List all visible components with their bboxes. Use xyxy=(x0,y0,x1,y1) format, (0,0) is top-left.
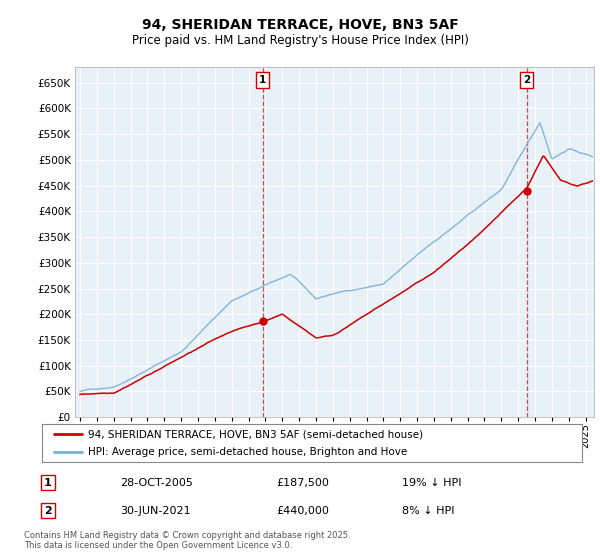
Text: £440,000: £440,000 xyxy=(276,506,329,516)
Text: 28-OCT-2005: 28-OCT-2005 xyxy=(120,478,193,488)
Text: Contains HM Land Registry data © Crown copyright and database right 2025.
This d: Contains HM Land Registry data © Crown c… xyxy=(24,530,350,550)
Text: 8% ↓ HPI: 8% ↓ HPI xyxy=(402,506,455,516)
Text: 2: 2 xyxy=(523,75,530,85)
Text: 1: 1 xyxy=(44,478,52,488)
Text: 2: 2 xyxy=(44,506,52,516)
Text: 19% ↓ HPI: 19% ↓ HPI xyxy=(402,478,461,488)
Text: £187,500: £187,500 xyxy=(276,478,329,488)
Text: 1: 1 xyxy=(259,75,266,85)
Text: 30-JUN-2021: 30-JUN-2021 xyxy=(120,506,191,516)
Text: 94, SHERIDAN TERRACE, HOVE, BN3 5AF (semi-detached house): 94, SHERIDAN TERRACE, HOVE, BN3 5AF (sem… xyxy=(88,429,423,439)
Text: HPI: Average price, semi-detached house, Brighton and Hove: HPI: Average price, semi-detached house,… xyxy=(88,447,407,457)
Text: Price paid vs. HM Land Registry's House Price Index (HPI): Price paid vs. HM Land Registry's House … xyxy=(131,34,469,47)
Text: 94, SHERIDAN TERRACE, HOVE, BN3 5AF: 94, SHERIDAN TERRACE, HOVE, BN3 5AF xyxy=(142,18,458,32)
